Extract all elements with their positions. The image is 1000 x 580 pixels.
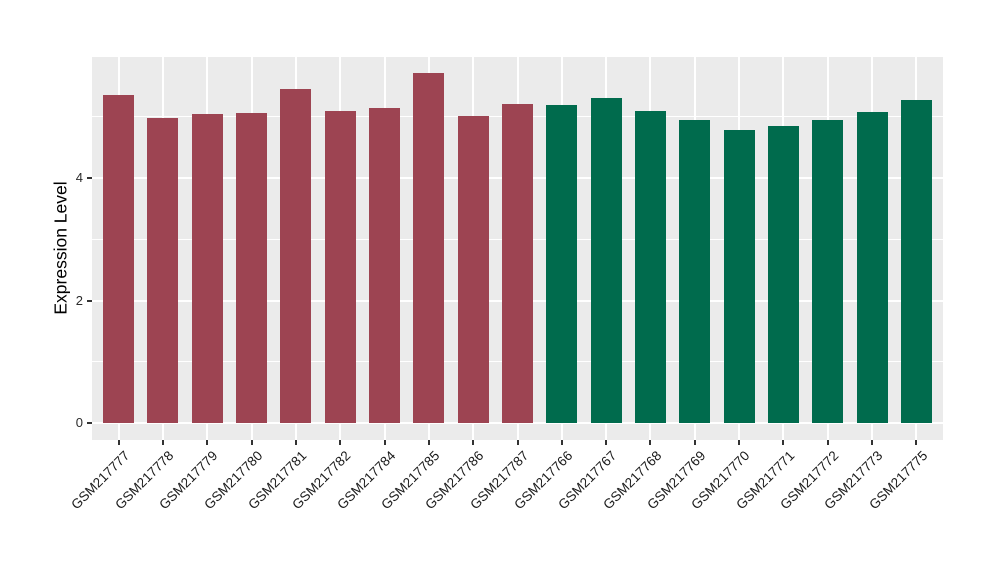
bar-GSM217773 <box>856 111 888 423</box>
y-tick-mark <box>87 177 92 179</box>
x-tick-mark <box>826 440 829 445</box>
x-tick-mark <box>161 440 164 445</box>
x-tick-mark <box>649 440 652 445</box>
bar-GSM217770 <box>723 130 755 423</box>
bar-GSM217778 <box>147 117 179 423</box>
bar-GSM217787 <box>502 103 533 423</box>
x-tick-mark <box>605 440 608 445</box>
bar-GSM217775 <box>900 99 932 423</box>
bar-GSM217768 <box>634 110 666 423</box>
bar-GSM217780 <box>236 113 268 423</box>
x-tick-mark <box>738 440 741 445</box>
bar-GSM217771 <box>767 125 799 423</box>
y-tick-mark <box>87 299 92 302</box>
bar-GSM217769 <box>679 120 711 423</box>
bar-GSM217781 <box>280 89 312 423</box>
x-tick-mark <box>427 440 430 445</box>
bar-GSM217772 <box>812 120 844 423</box>
bar-GSM217786 <box>457 115 489 423</box>
bar-GSM217782 <box>324 110 356 423</box>
x-tick-mark <box>117 440 120 445</box>
x-tick-mark <box>560 440 563 445</box>
plot-panel <box>92 57 943 440</box>
y-tick-label: 4 <box>75 170 83 185</box>
bar-GSM217784 <box>369 107 401 423</box>
x-tick-mark <box>915 440 918 445</box>
x-tick-mark <box>250 440 253 445</box>
x-tick-mark <box>472 440 475 445</box>
x-tick-mark <box>383 440 386 445</box>
x-tick-mark <box>294 440 297 445</box>
x-tick-mark <box>339 440 342 445</box>
x-tick-mark <box>693 440 696 445</box>
bar-GSM217777 <box>103 95 135 423</box>
bar-GSM217767 <box>590 97 622 423</box>
bar-GSM217766 <box>546 105 578 423</box>
x-tick-mark <box>871 440 874 445</box>
y-tick-mark <box>87 422 92 424</box>
y-tick-label: 0 <box>75 415 83 430</box>
x-tick-mark <box>206 440 209 445</box>
bar-GSM217785 <box>413 73 445 423</box>
x-tick-mark <box>516 440 519 445</box>
bar-GSM217779 <box>191 114 223 423</box>
x-tick-mark <box>782 440 785 445</box>
y-tick-label: 2 <box>75 292 83 308</box>
